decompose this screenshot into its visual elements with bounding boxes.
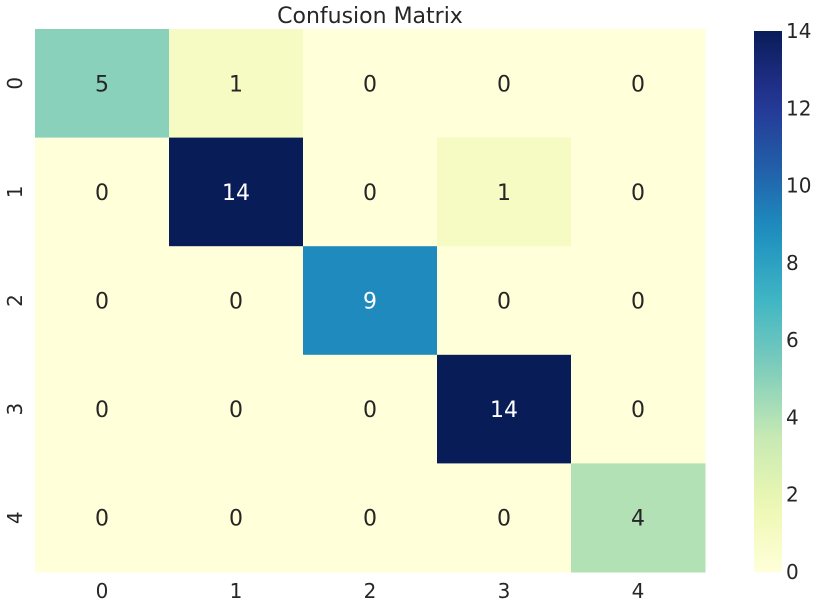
cell-label-3-3: 14 <box>490 398 518 423</box>
cell-label-3-2: 0 <box>363 398 377 423</box>
heatmap-cell-0-4 <box>571 29 706 139</box>
heatmap-cell-2-1 <box>169 246 304 356</box>
cell-label-4-0: 0 <box>95 507 109 532</box>
heatmap-cell-2-0 <box>35 246 170 356</box>
cell-label-1-3: 1 <box>497 181 511 206</box>
cell-label-1-0: 0 <box>95 181 109 206</box>
colorbar-ticks: 0 2 4 6 8 10 12 14 <box>786 19 811 584</box>
colorbar-tick-label-4: 8 <box>786 251 799 275</box>
y-axis-ticks: 0 1 2 3 4 <box>3 77 27 524</box>
heatmap-cell-1-3 <box>437 137 572 247</box>
heatmap-cell-1-0 <box>35 137 170 247</box>
cell-label-3-0: 0 <box>95 398 109 423</box>
heatmap-cell-3-1 <box>169 354 304 464</box>
heatmap-cell-0-0 <box>35 29 170 139</box>
cell-label-4-4: 4 <box>631 507 645 532</box>
colorbar-tick-label-7: 14 <box>786 19 811 43</box>
cell-label-1-2: 0 <box>363 181 377 206</box>
cell-label-2-4: 0 <box>631 290 645 315</box>
heatmap-cell-4-0 <box>35 463 170 573</box>
chart-title: Confusion Matrix <box>277 4 463 29</box>
x-tick-label-2: 2 <box>364 579 377 603</box>
cell-label-2-3: 0 <box>497 290 511 315</box>
x-axis-ticks: 0 1 2 3 4 <box>96 579 645 603</box>
heatmap-cell-2-2 <box>303 246 438 356</box>
x-tick-label-1: 1 <box>230 579 243 603</box>
colorbar-tick-label-3: 6 <box>786 328 799 352</box>
heatmap-cell-4-4 <box>571 463 706 573</box>
heatmap-cell-4-1 <box>169 463 304 573</box>
cell-label-0-2: 0 <box>363 72 377 97</box>
heatmap-cell-1-2 <box>303 137 438 247</box>
colorbar-tick-label-5: 10 <box>786 174 811 198</box>
cell-label-0-0: 5 <box>95 72 109 97</box>
colorbar-tick-label-6: 12 <box>786 96 811 120</box>
cell-label-2-2: 9 <box>363 290 377 315</box>
y-tick-label-0: 0 <box>3 77 27 90</box>
y-tick-label-4: 4 <box>3 511 27 524</box>
heatmap-cell-4-3 <box>437 463 572 573</box>
x-tick-label-3: 3 <box>498 579 511 603</box>
heatmap-cell-0-1 <box>169 29 304 139</box>
x-tick-label-4: 4 <box>632 579 645 603</box>
heatmap-cell-3-0 <box>35 354 170 464</box>
cell-label-0-3: 0 <box>497 72 511 97</box>
heatmap-cell-1-1 <box>169 137 304 247</box>
cell-label-0-4: 0 <box>631 72 645 97</box>
cell-label-4-3: 0 <box>497 507 511 532</box>
cell-label-2-0: 0 <box>95 290 109 315</box>
colorbar-tick-label-1: 2 <box>786 483 799 507</box>
cell-annotations: 5 1 0 0 0 0 14 0 1 0 0 0 9 0 0 0 0 0 14 0 0 0 0 0 4 <box>95 72 645 531</box>
cell-label-1-4: 0 <box>631 181 645 206</box>
cell-label-4-2: 0 <box>363 507 377 532</box>
colorbar <box>754 31 782 572</box>
heatmap-cell-3-3 <box>437 354 572 464</box>
y-tick-label-2: 2 <box>3 294 27 307</box>
cell-label-4-1: 0 <box>229 507 243 532</box>
heatmap-cell-2-4 <box>571 246 706 356</box>
heatmap-cell-0-3 <box>437 29 572 139</box>
colorbar-tick-label-0: 0 <box>786 560 799 584</box>
heatmap-cell-3-4 <box>571 354 706 464</box>
heatmap-cell-3-2 <box>303 354 438 464</box>
y-tick-label-3: 3 <box>3 403 27 416</box>
x-tick-label-0: 0 <box>96 579 109 603</box>
cell-label-1-1: 14 <box>222 181 250 206</box>
heatmap-cell-0-2 <box>303 29 438 139</box>
y-tick-label-1: 1 <box>3 186 27 199</box>
heatmap-cell-2-3 <box>437 246 572 356</box>
cell-label-3-4: 0 <box>631 398 645 423</box>
cell-label-3-1: 0 <box>229 398 243 423</box>
heatmap-cell-4-2 <box>303 463 438 573</box>
heatmap-cells <box>35 29 706 573</box>
colorbar-tick-label-2: 4 <box>786 405 799 429</box>
cell-label-2-1: 0 <box>229 290 243 315</box>
cell-label-0-1: 1 <box>229 72 243 97</box>
heatmap-cell-1-4 <box>571 137 706 247</box>
